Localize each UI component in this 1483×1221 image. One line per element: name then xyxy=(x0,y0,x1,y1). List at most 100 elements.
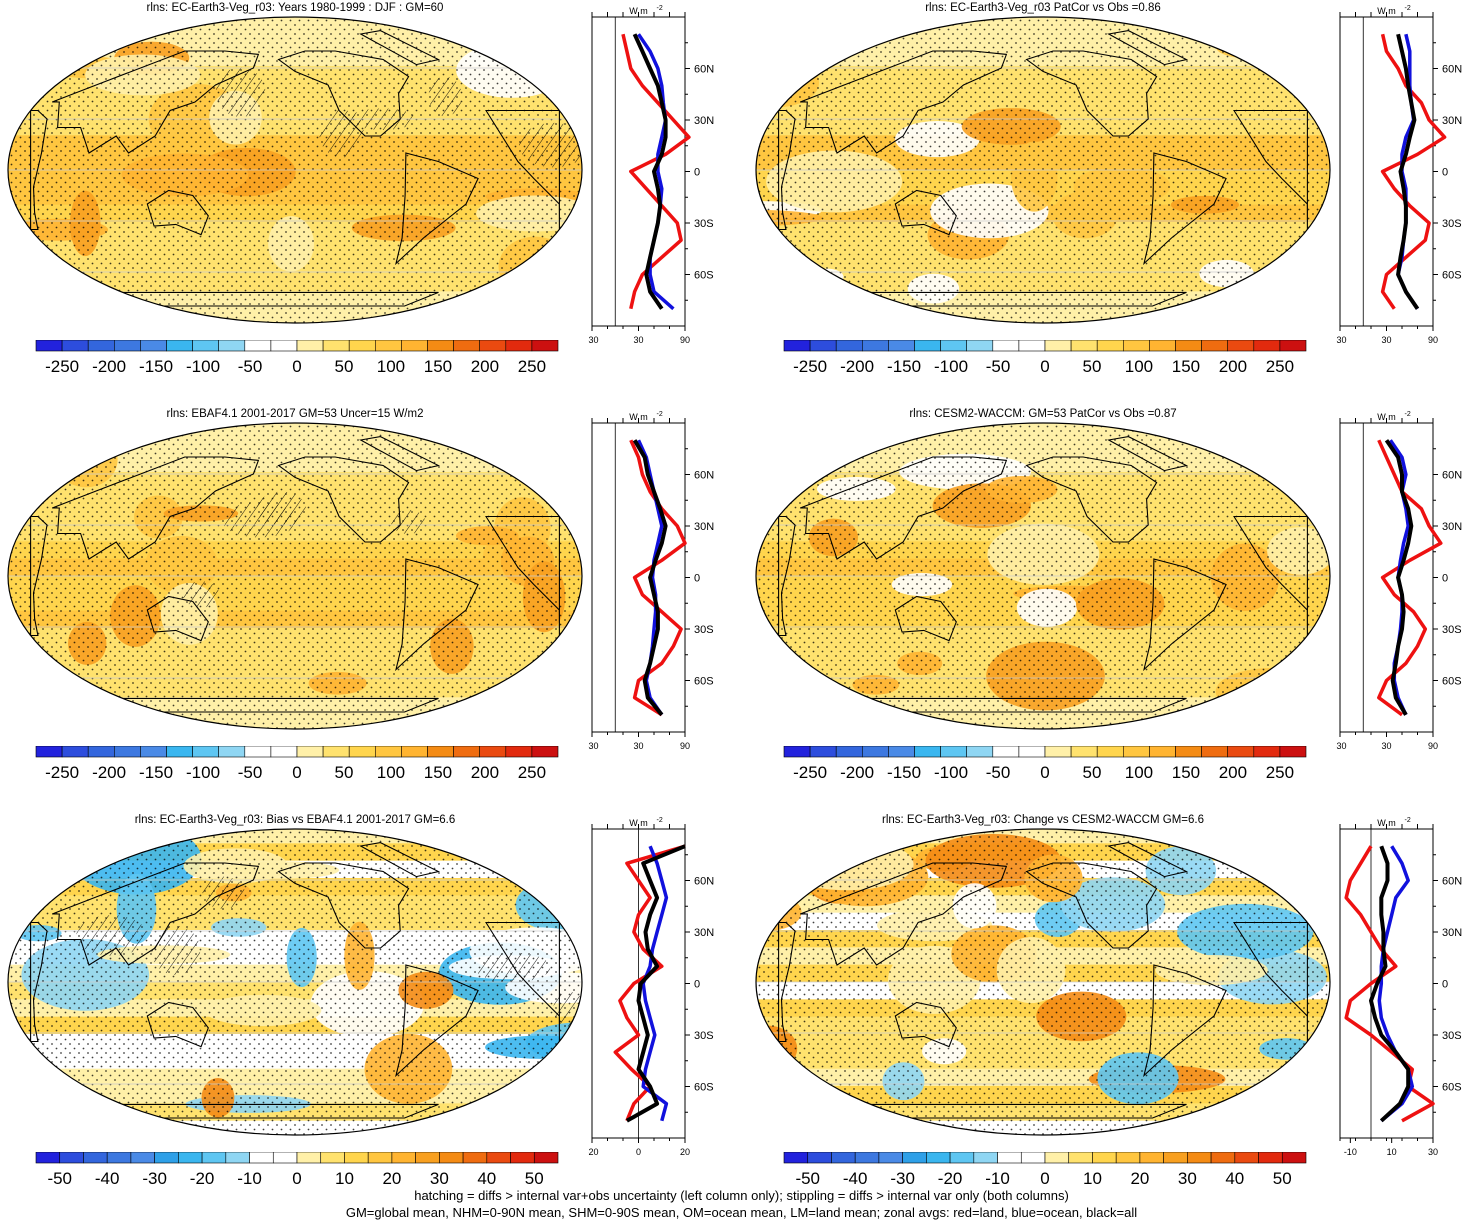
map-plot xyxy=(7,828,583,1136)
colorbar-label: 250 xyxy=(518,357,546,376)
colorbar-swatch xyxy=(87,340,115,352)
colorbar-swatch xyxy=(114,746,141,758)
zonal-line-all xyxy=(632,439,668,717)
colorbar-swatch xyxy=(888,746,915,758)
colorbar-swatch xyxy=(192,746,220,758)
colorbar-swatch xyxy=(992,746,1020,758)
colorbar-label: -200 xyxy=(840,763,874,782)
colorbar-swatch xyxy=(166,746,193,758)
colorbar-swatch xyxy=(1044,340,1072,352)
coastline-4 xyxy=(277,456,410,543)
colorbar-label: -200 xyxy=(840,357,874,376)
colorbar-swatch xyxy=(809,340,837,352)
map-border xyxy=(755,16,1331,324)
colorbar: -250 -200 -150 -100 -50 0 50 100 150 200 250 xyxy=(35,746,559,782)
coastline-3 xyxy=(146,189,209,236)
colorbar-label: 30 xyxy=(1178,1169,1197,1188)
profile-lat-tick-label: 30N xyxy=(694,115,714,127)
colorbar-label: -200 xyxy=(92,763,126,782)
coastline-6 xyxy=(1107,30,1189,66)
colorbar-label: -40 xyxy=(95,1169,120,1188)
colorbar-swatch xyxy=(1234,1152,1259,1164)
colorbar-label: -30 xyxy=(890,1169,915,1188)
coastline-6 xyxy=(359,436,441,472)
colorbar-swatch xyxy=(225,1152,250,1164)
zonal-line-land xyxy=(621,33,691,310)
colorbar-label: 50 xyxy=(335,357,354,376)
panel-title: rlns: EC-Earth3-Veg_r03: Bias vs EBAF4.1… xyxy=(134,814,456,826)
profile-units-label: W m xyxy=(629,6,648,16)
colorbar-swatch xyxy=(1201,746,1229,758)
profile-lat-tick-label: 60S xyxy=(694,1082,714,1094)
colorbar: -250 -200 -150 -100 -50 0 50 100 150 200 250 xyxy=(783,340,1307,376)
profile-units-exponent: -2 xyxy=(657,817,663,824)
colorbar-swatch xyxy=(130,1152,155,1164)
colorbar-swatch xyxy=(344,1152,369,1164)
panel-title: rlns: EBAF4.1 2001-2017 GM=53 Uncer=15 W… xyxy=(166,408,424,420)
coastline-2 xyxy=(800,456,1008,560)
colorbar-swatch xyxy=(914,746,941,758)
colorbar-swatch xyxy=(453,340,481,352)
colorbar-swatch xyxy=(531,340,559,352)
profile-units-label: W m xyxy=(1377,6,1396,16)
profile-lat-tick-label: 60S xyxy=(694,270,714,282)
colorbar-swatch xyxy=(862,746,889,758)
colorbar-label: -20 xyxy=(190,1169,215,1188)
colorbar-swatch xyxy=(505,746,533,758)
colorbar-swatch xyxy=(1281,1152,1307,1164)
profile-lat-tick-label: 0 xyxy=(694,573,700,585)
colorbar-swatch xyxy=(1068,1152,1093,1164)
colorbar-label: -50 xyxy=(795,1169,820,1188)
colorbar-swatch xyxy=(973,1152,998,1164)
colorbar-swatch xyxy=(106,1152,132,1164)
profile-lat-tick-label: 30S xyxy=(694,1030,714,1042)
colorbar-label: 0 xyxy=(1040,763,1049,782)
profile-lat-tick-label: 30N xyxy=(694,927,714,939)
profile-x-tick-label: -30 xyxy=(1336,741,1347,751)
colorbar-swatch xyxy=(966,340,994,352)
zonal-line-land xyxy=(613,844,686,1122)
colorbar-swatch xyxy=(1201,340,1229,352)
colorbar-swatch xyxy=(997,1152,1022,1164)
colorbar-swatch xyxy=(1092,1152,1117,1164)
colorbar-swatch xyxy=(1096,340,1124,352)
profile-x-tick-label: 90 xyxy=(680,335,690,345)
profile-x-tick-label: 10 xyxy=(1387,1147,1397,1157)
coastline-4 xyxy=(277,50,410,137)
colorbar-swatch xyxy=(831,1152,856,1164)
map-plot xyxy=(7,16,583,324)
colorbar-swatch xyxy=(401,340,428,352)
profile-lat-tick-label: 30N xyxy=(694,521,714,533)
coastline-5 xyxy=(395,964,479,1078)
coastline-3 xyxy=(146,595,209,642)
colorbar-label: 50 xyxy=(335,763,354,782)
coastline-1 xyxy=(30,921,48,1043)
coastline-4 xyxy=(1025,862,1158,949)
colorbar-label: -50 xyxy=(238,357,263,376)
colorbar-swatch xyxy=(272,1152,298,1164)
profile-lat-tick-label: 60N xyxy=(694,876,714,888)
panel-title: rlns: EC-Earth3-Veg_r03 PatCor vs Obs =0… xyxy=(925,2,1161,14)
profile-lat-tick-label: 0 xyxy=(1442,979,1448,991)
colorbar-swatch xyxy=(1122,340,1150,352)
colorbar-swatch xyxy=(140,746,167,758)
colorbar-swatch xyxy=(854,1152,880,1164)
zonal-line-land xyxy=(1344,845,1435,1123)
profile-x-tick-label: 0 xyxy=(636,1147,641,1157)
colorbar-label: -30 xyxy=(142,1169,167,1188)
coastline-5 xyxy=(1143,152,1227,266)
profile-x-tick-label: -30 xyxy=(1336,335,1347,345)
colorbar-swatch xyxy=(914,340,941,352)
colorbar-swatch xyxy=(427,746,454,758)
coastline-6 xyxy=(1107,436,1189,472)
colorbar-swatch xyxy=(486,1152,511,1164)
colorbar-label: -10 xyxy=(237,1169,262,1188)
profile-x-tick-label: -10 xyxy=(1344,1147,1357,1157)
colorbar-label: -100 xyxy=(934,357,968,376)
colorbar-label: 50 xyxy=(1273,1169,1292,1188)
profile-lat-tick-label: 30N xyxy=(1442,927,1462,939)
colorbar-swatch xyxy=(218,746,246,758)
colorbar-label: -150 xyxy=(139,763,173,782)
profile-units-exponent: -2 xyxy=(1405,411,1411,418)
colorbar-swatch xyxy=(479,340,507,352)
